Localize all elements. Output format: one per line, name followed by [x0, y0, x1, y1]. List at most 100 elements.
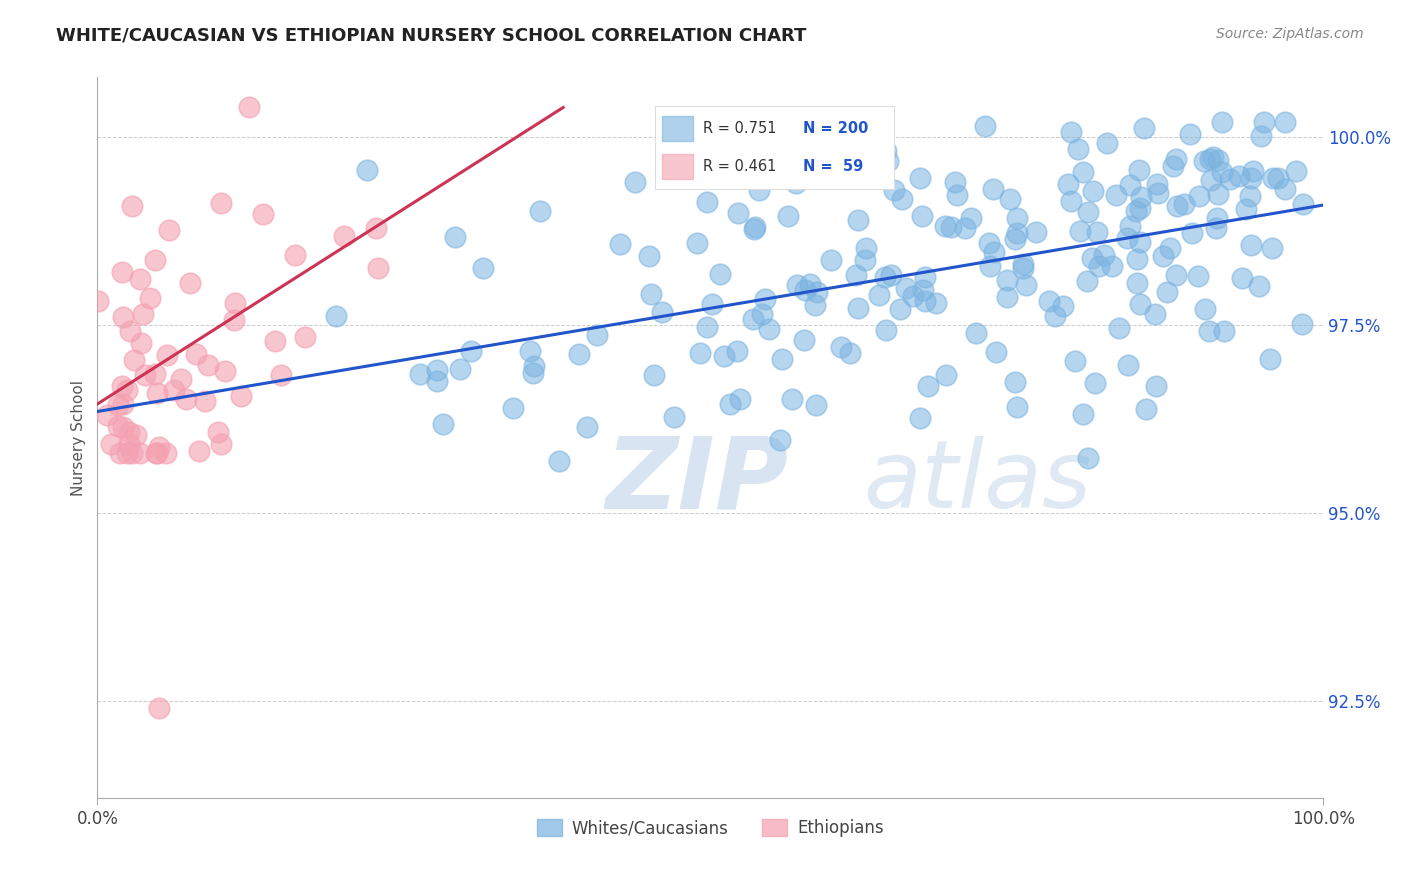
- Point: [157, 223, 180, 237]
- Point: [148, 440, 170, 454]
- Point: [1213, 324, 1236, 338]
- Point: [143, 368, 166, 382]
- Point: [426, 363, 449, 377]
- Point: [1211, 115, 1233, 129]
- Point: [1143, 307, 1166, 321]
- Point: [224, 296, 246, 310]
- Point: [713, 349, 735, 363]
- Point: [1005, 400, 1028, 414]
- Point: [1101, 260, 1123, 274]
- Point: [998, 192, 1021, 206]
- Point: [1025, 225, 1047, 239]
- Point: [911, 283, 934, 297]
- Point: [742, 312, 765, 326]
- Point: [1152, 249, 1174, 263]
- Point: [1261, 170, 1284, 185]
- Point: [1199, 152, 1222, 166]
- Point: [1240, 171, 1263, 186]
- Point: [294, 329, 316, 343]
- Point: [364, 220, 387, 235]
- Point: [1071, 164, 1094, 178]
- Point: [409, 367, 432, 381]
- Point: [1083, 376, 1105, 390]
- Point: [1038, 294, 1060, 309]
- Point: [748, 183, 770, 197]
- Point: [118, 324, 141, 338]
- Point: [856, 138, 879, 153]
- Point: [1159, 241, 1181, 255]
- Point: [1081, 184, 1104, 198]
- Point: [283, 248, 305, 262]
- Point: [263, 334, 285, 349]
- Point: [889, 301, 911, 316]
- Point: [1135, 402, 1157, 417]
- Point: [908, 171, 931, 186]
- Point: [146, 446, 169, 460]
- Point: [1104, 187, 1126, 202]
- Point: [662, 409, 685, 424]
- Point: [1007, 226, 1029, 240]
- Point: [1128, 163, 1150, 178]
- Point: [908, 410, 931, 425]
- Point: [686, 235, 709, 250]
- Point: [112, 420, 135, 434]
- Point: [1071, 407, 1094, 421]
- Point: [1205, 221, 1227, 235]
- Point: [426, 374, 449, 388]
- Point: [522, 366, 544, 380]
- Point: [1250, 129, 1272, 144]
- Point: [568, 347, 591, 361]
- Point: [1004, 232, 1026, 246]
- Point: [917, 379, 939, 393]
- Point: [145, 446, 167, 460]
- Point: [139, 291, 162, 305]
- Point: [995, 289, 1018, 303]
- Point: [449, 362, 471, 376]
- Point: [1125, 204, 1147, 219]
- Point: [1092, 247, 1115, 261]
- Point: [1274, 182, 1296, 196]
- Point: [786, 278, 808, 293]
- Point: [901, 289, 924, 303]
- Point: [129, 335, 152, 350]
- Point: [1206, 153, 1229, 167]
- Point: [118, 425, 141, 439]
- Point: [1043, 309, 1066, 323]
- Point: [1015, 278, 1038, 293]
- Point: [1088, 259, 1111, 273]
- Point: [896, 280, 918, 294]
- Point: [143, 253, 166, 268]
- Point: [1119, 219, 1142, 234]
- Point: [770, 351, 793, 366]
- Point: [1144, 379, 1167, 393]
- Point: [1085, 225, 1108, 239]
- Point: [700, 297, 723, 311]
- Point: [187, 444, 209, 458]
- Point: [229, 389, 252, 403]
- Point: [939, 220, 962, 235]
- Point: [1118, 358, 1140, 372]
- Point: [725, 343, 748, 358]
- Point: [193, 394, 215, 409]
- Point: [986, 344, 1008, 359]
- Point: [586, 327, 609, 342]
- Point: [519, 344, 541, 359]
- Point: [1076, 275, 1098, 289]
- Point: [207, 425, 229, 439]
- Point: [125, 428, 148, 442]
- Point: [155, 446, 177, 460]
- Point: [1129, 201, 1152, 215]
- Point: [224, 313, 246, 327]
- Point: [977, 236, 1000, 251]
- Point: [179, 276, 201, 290]
- Point: [1188, 188, 1211, 202]
- Point: [1187, 268, 1209, 283]
- Point: [134, 368, 156, 382]
- Text: Source: ZipAtlas.com: Source: ZipAtlas.com: [1216, 27, 1364, 41]
- Point: [873, 269, 896, 284]
- Point: [696, 319, 718, 334]
- Point: [1156, 285, 1178, 299]
- Point: [804, 298, 827, 312]
- Point: [846, 213, 869, 227]
- Point: [914, 293, 936, 308]
